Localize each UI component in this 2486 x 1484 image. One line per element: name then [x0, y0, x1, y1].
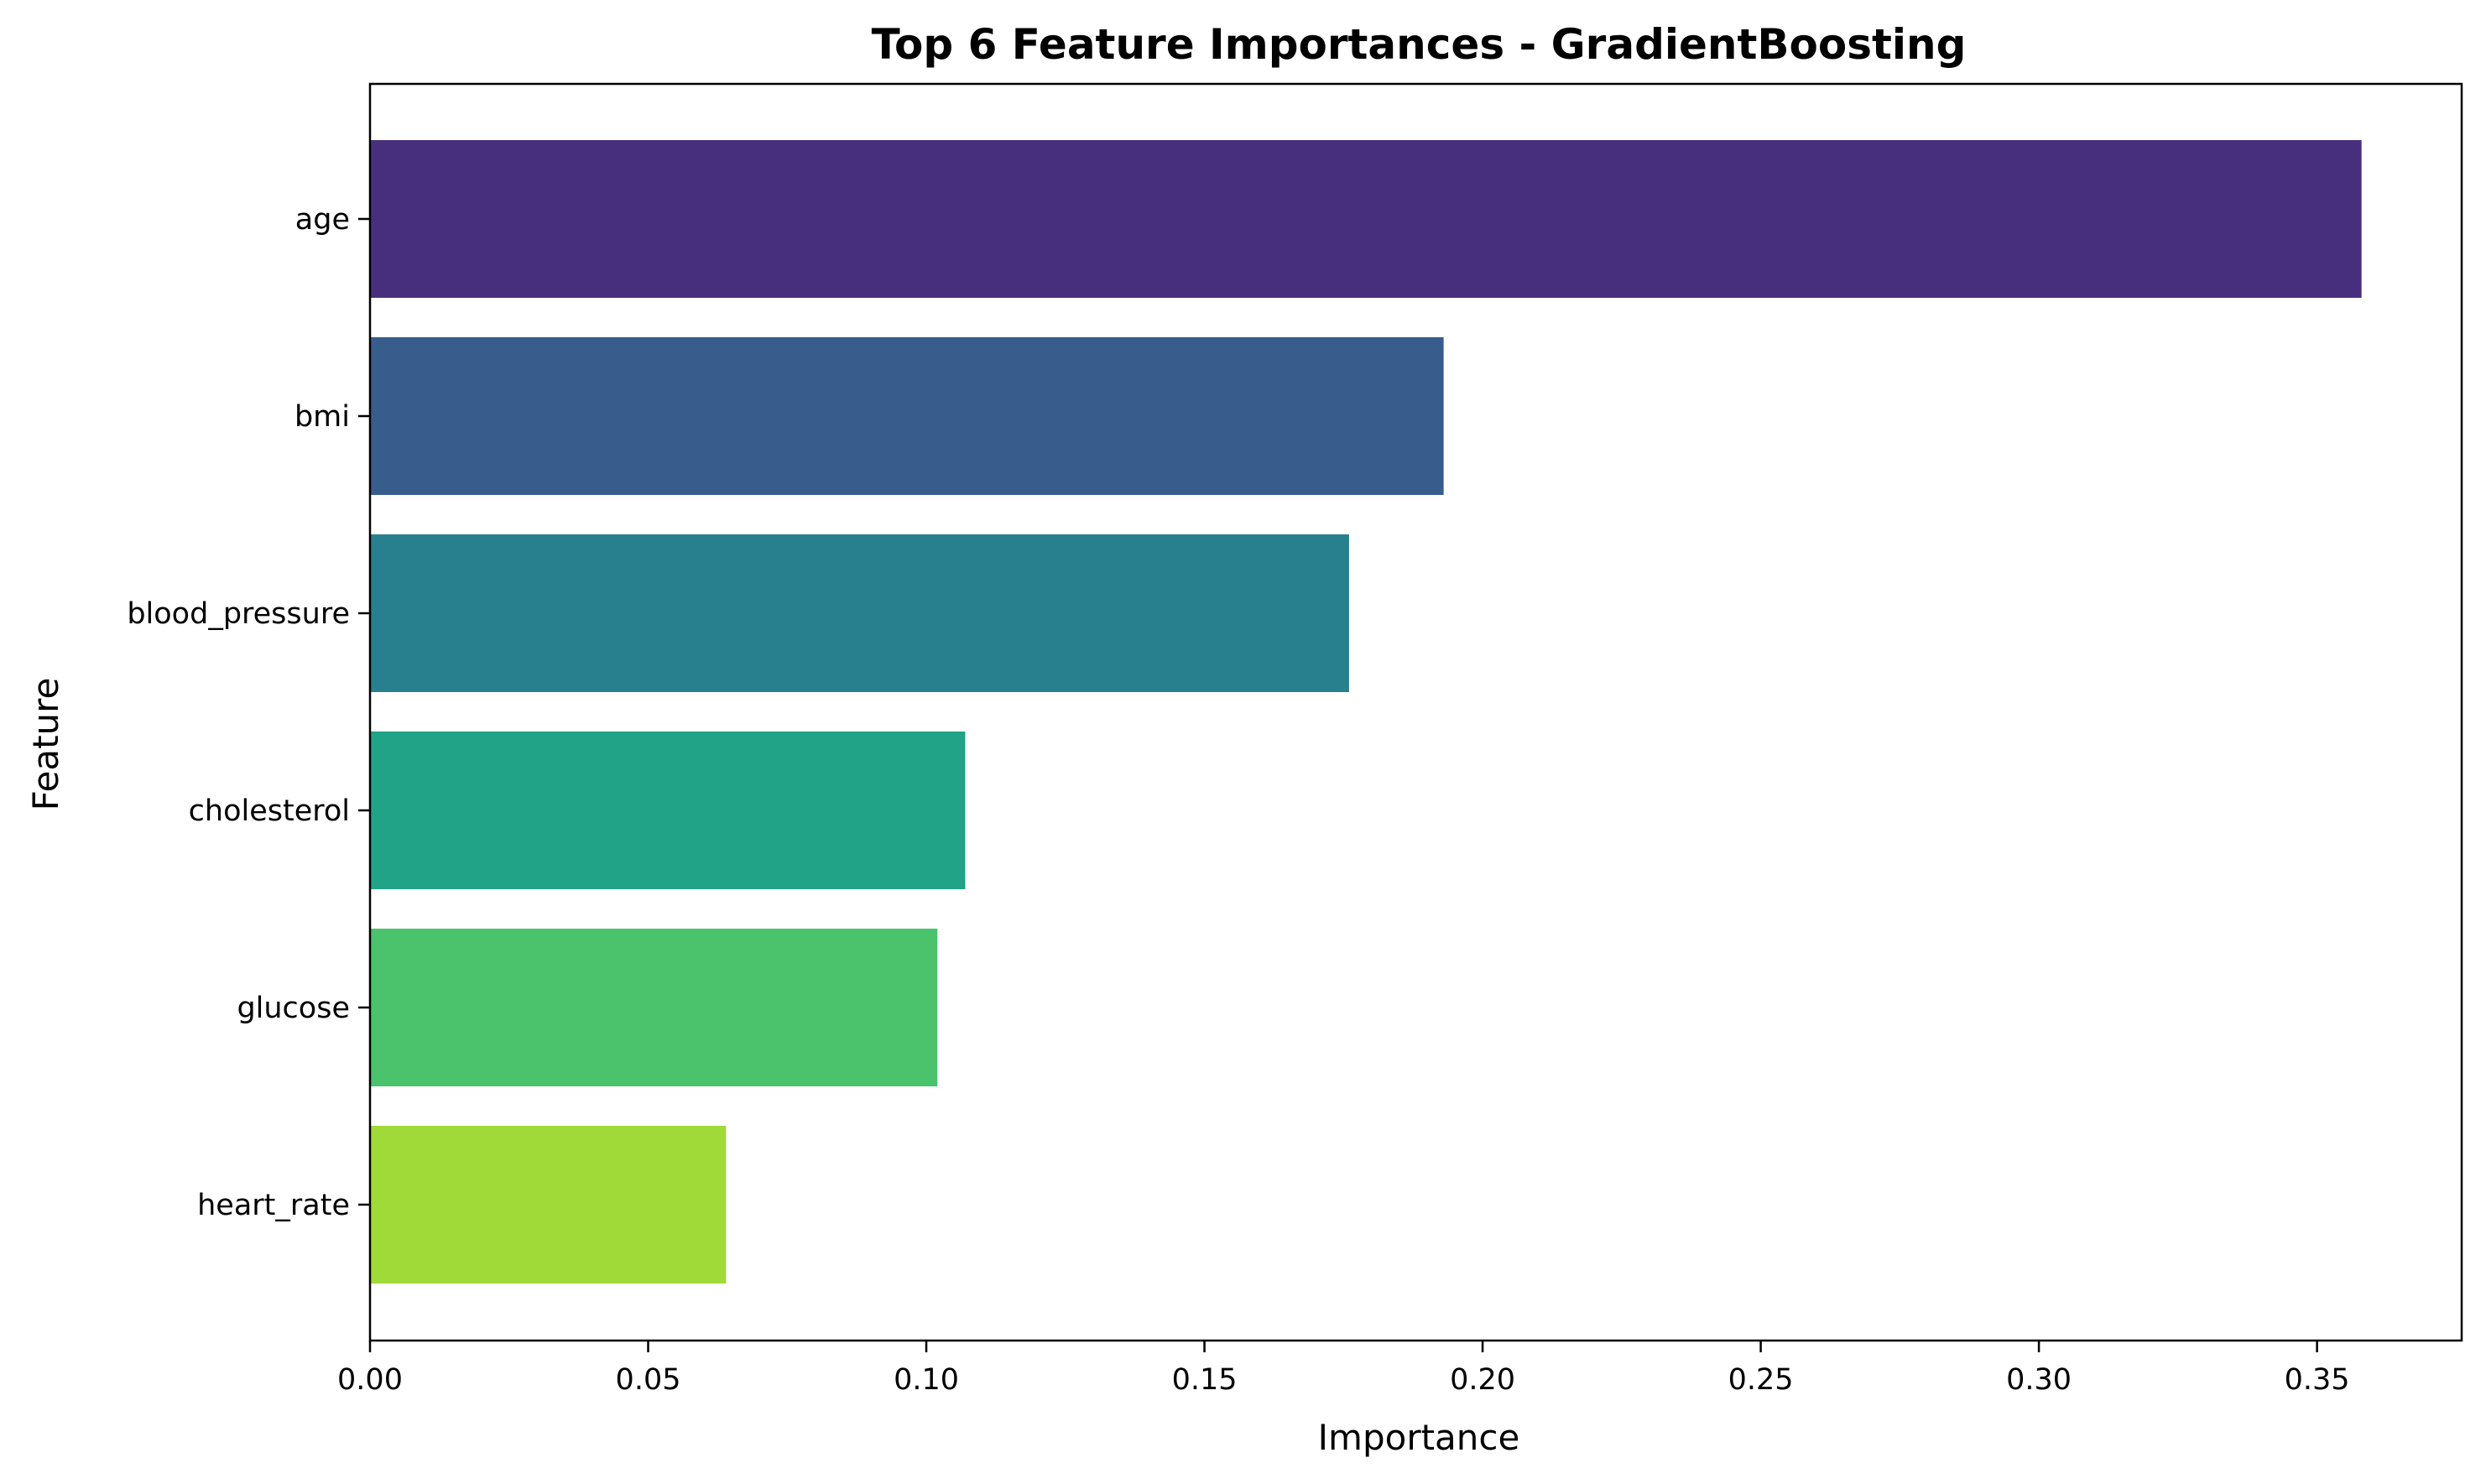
bar-blood-pressure — [370, 534, 1349, 692]
x-tick-label: 0.05 — [616, 1363, 681, 1397]
x-tick-label: 0.00 — [337, 1363, 403, 1397]
x-tick-label: 0.30 — [2006, 1363, 2072, 1397]
bar-glucose — [370, 929, 938, 1086]
plot-frame — [368, 82, 2463, 1342]
bar-heart-rate — [370, 1126, 727, 1284]
y-tick-label-glucose: glucose — [237, 992, 350, 1025]
x-tick-label: 0.10 — [894, 1363, 959, 1397]
chart-title: Top 6 Feature Importances - GradientBoos… — [872, 20, 1967, 69]
x-axis-label: Importance — [1318, 1417, 1520, 1458]
y-tick-label-bmi: bmi — [294, 400, 350, 434]
y-axis-ticks: age bmi blood_pressure cholesterol glucose he… — [127, 203, 370, 1222]
bar-bmi — [370, 337, 1444, 495]
x-tick-label: 0.15 — [1172, 1363, 1238, 1397]
bars-layer — [370, 140, 2362, 1284]
y-tick-label-blood-pressure: blood_pressure — [127, 597, 350, 631]
x-tick-label: 0.35 — [2285, 1363, 2350, 1397]
bar-age — [370, 140, 2362, 298]
x-axis-ticks: 0.00 0.05 0.10 0.15 0.20 0.25 0.30 0.35 — [337, 1341, 2350, 1397]
y-tick-label-age: age — [295, 203, 350, 237]
bar-cholesterol — [370, 732, 966, 889]
x-tick-label: 0.25 — [1728, 1363, 1794, 1397]
y-tick-label-heart-rate: heart_rate — [197, 1189, 350, 1222]
y-tick-label-cholesterol: cholesterol — [189, 794, 350, 828]
y-axis-label: Feature — [25, 678, 66, 811]
x-tick-label: 0.20 — [1450, 1363, 1515, 1397]
